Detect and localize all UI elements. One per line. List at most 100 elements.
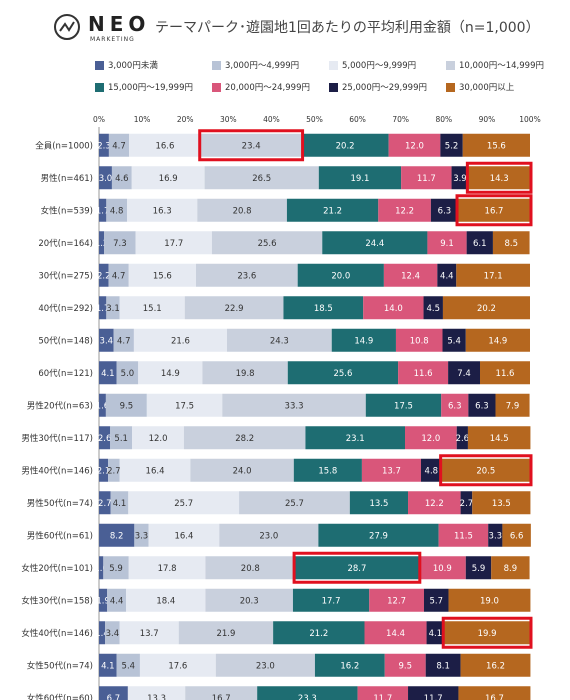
- bar-segment: [466, 231, 493, 255]
- legend-item: 30,000円以上: [446, 80, 514, 94]
- data-label: 2.2: [97, 271, 111, 281]
- bar-segment: [448, 361, 481, 385]
- bar-segment: [183, 426, 306, 450]
- bar-segment: [318, 523, 439, 547]
- bar-segment: [408, 686, 459, 700]
- data-label: 16.4: [146, 466, 165, 476]
- bar-segment: [442, 328, 466, 352]
- bar-segment: [99, 621, 106, 645]
- data-label: 4.1: [429, 629, 443, 639]
- data-label: 17.7: [164, 239, 183, 249]
- category-label: 女性30代(n=158): [21, 595, 93, 606]
- bar-segment: [239, 491, 350, 515]
- data-label: 19.8: [236, 369, 255, 379]
- category-label: 男性20代(n=63): [27, 400, 93, 411]
- category-label: 男性30代(n=117): [21, 433, 93, 444]
- data-label: 15.6: [487, 141, 506, 151]
- x-tick-label: 30%: [220, 115, 237, 124]
- bar-segment: [383, 263, 438, 287]
- bar-segment: [448, 588, 531, 612]
- data-label: 4.5: [426, 304, 440, 314]
- bar-segment: [195, 263, 298, 287]
- data-label: 4.1: [113, 499, 127, 509]
- legend-swatch: [212, 60, 221, 70]
- data-label: 12.7: [387, 596, 406, 606]
- data-label: 11.7: [424, 694, 443, 700]
- bar-segment: [273, 621, 365, 645]
- bar-segment: [99, 361, 117, 385]
- bar-segment: [215, 653, 315, 677]
- bar-segment: [502, 523, 531, 547]
- category-label: 女性20代(n=101): [21, 563, 93, 574]
- data-label: 17.8: [158, 564, 177, 574]
- highlight-box: [198, 129, 305, 162]
- data-label: 23.6: [237, 271, 256, 281]
- bar-segment: [99, 166, 112, 190]
- bar-segment: [301, 133, 389, 157]
- data-label: 21.2: [323, 206, 342, 216]
- legend-item: 10,000円〜14,999円: [446, 58, 544, 72]
- bar-segment: [361, 458, 421, 482]
- data-label: 23.1: [346, 434, 365, 444]
- legend-swatch: [95, 60, 104, 70]
- legend-item: 15,000円〜19,999円: [95, 80, 193, 94]
- bar-segment: [495, 393, 530, 417]
- category-label: 女性50代(n=74): [27, 660, 93, 671]
- data-label: 5.9: [109, 564, 123, 574]
- data-label: 8.5: [504, 239, 518, 249]
- bar-segment: [488, 523, 503, 547]
- bar-segment: [357, 686, 409, 700]
- bar-segment: [364, 621, 427, 645]
- bar-segment: [99, 231, 105, 255]
- category-label: 20代(n=164): [38, 238, 93, 249]
- legend-item: 20,000円〜24,999円: [212, 80, 310, 94]
- legend-swatch: [329, 60, 338, 70]
- data-label: 20.8: [233, 206, 252, 216]
- data-label: 8.1: [436, 661, 450, 671]
- bar-segment: [331, 328, 396, 352]
- data-label: 20.8: [241, 564, 260, 574]
- bar-segment: [472, 491, 531, 515]
- bar-segment: [465, 556, 492, 580]
- data-label: 27.9: [369, 531, 388, 541]
- bar-segment: [465, 328, 530, 352]
- legend-label: 10,000円〜14,999円: [459, 61, 544, 71]
- bar-segment: [105, 393, 147, 417]
- data-label: 3.4: [100, 336, 114, 346]
- bar-segment: [388, 133, 441, 157]
- data-label: 5.7: [429, 596, 443, 606]
- category-label: 男性50代(n=74): [27, 498, 93, 509]
- data-label: 4.8: [425, 466, 439, 476]
- bar-segment: [287, 361, 399, 385]
- bar-segment: [131, 166, 205, 190]
- data-label: 5.4: [122, 661, 136, 671]
- bar-segment: [119, 621, 179, 645]
- legend-label: 3,000円〜4,999円: [225, 61, 300, 71]
- bar-segment: [103, 556, 129, 580]
- x-tick-label: 40%: [263, 115, 280, 124]
- data-label: 16.6: [155, 141, 174, 151]
- data-label: 1.6: [96, 401, 110, 411]
- bar-segment: [202, 361, 288, 385]
- bar-segment: [108, 263, 129, 287]
- data-label: 2.7: [98, 499, 112, 509]
- bar-segment: [99, 328, 114, 352]
- data-label: 2.7: [107, 466, 121, 476]
- bar-segment: [185, 686, 258, 700]
- data-label: 9.5: [398, 661, 412, 671]
- data-label: 8.9: [504, 564, 518, 574]
- data-label: 5.1: [114, 434, 128, 444]
- bar-segment: [444, 621, 530, 645]
- data-label: 1.4: [95, 629, 109, 639]
- bar-segment: [322, 231, 428, 255]
- bar-segment: [222, 393, 366, 417]
- bar-segment: [467, 426, 531, 450]
- data-label: 19.0: [480, 596, 499, 606]
- bar-segment: [408, 491, 461, 515]
- category-label: 50代(n=148): [38, 335, 93, 346]
- bar-segment: [480, 361, 530, 385]
- bar-segment: [99, 263, 109, 287]
- data-label: 4.8: [110, 206, 124, 216]
- legend-label: 5,000円〜9,999円: [342, 61, 417, 71]
- data-label: 5.9: [472, 564, 486, 574]
